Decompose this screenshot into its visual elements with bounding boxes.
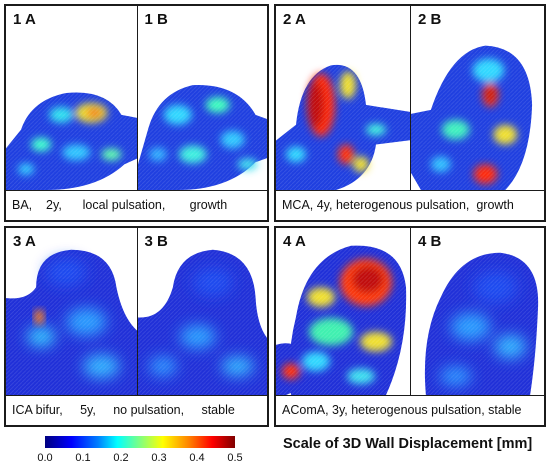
panel-1: 1 A 1 B — [4, 4, 269, 222]
colorbar-tick: 0.5 — [227, 452, 243, 464]
panel-4: 4 A 4 B — [274, 226, 546, 427]
aneurysm-render — [6, 6, 137, 190]
panel-caption: MCA, 4y, heterogenous pulsation, growth — [276, 190, 544, 220]
panel-label: 3 A — [13, 233, 36, 250]
image-3b: 3 B — [136, 228, 267, 395]
panel-label: 3 B — [144, 233, 168, 250]
colorbar-tick: 0.0 — [37, 452, 53, 464]
aneurysm-render — [137, 228, 267, 395]
panel-3: 3 A 3 B ICA bifur, 5y, — [4, 226, 269, 427]
colorbar-tick: 0.1 — [75, 452, 91, 464]
panel-caption: ICA bifur, 5y, no pulsation, stable — [6, 395, 267, 425]
aneurysm-render — [276, 6, 410, 190]
colorbar-tick: 0.3 — [151, 452, 167, 464]
panel-label: 1 A — [13, 11, 36, 28]
panel-2: 2 A 2 B — [274, 4, 546, 222]
panel-caption: BA, 2y, local pulsation, growth — [6, 190, 267, 220]
colorbar-tick: 0.2 — [113, 452, 129, 464]
aneurysm-render — [137, 6, 267, 190]
panel-label: 1 B — [144, 11, 168, 28]
panel-label: 2 A — [283, 11, 306, 28]
image-4b: 4 B — [410, 228, 544, 395]
image-1b: 1 B — [136, 6, 267, 190]
aneurysm-render — [6, 228, 137, 395]
image-1a: 1 A — [6, 6, 137, 190]
aneurysm-render — [276, 228, 410, 395]
image-4a: 4 A — [276, 228, 410, 395]
panel-caption: AComA, 3y, heterogenous pulsation, stabl… — [276, 395, 544, 425]
panel-label: 2 B — [418, 11, 442, 28]
aneurysm-render — [411, 228, 544, 395]
image-2b: 2 B — [410, 6, 544, 190]
aneurysm-render — [411, 6, 544, 190]
panel-label: 4 B — [418, 233, 442, 250]
colorbar-title: Scale of 3D Wall Displacement [mm] — [283, 436, 533, 452]
panel-label: 4 A — [283, 233, 306, 250]
image-3a: 3 A — [6, 228, 137, 395]
image-2a: 2 A — [276, 6, 410, 190]
colorbar-tick: 0.4 — [189, 452, 205, 464]
colorbar — [45, 436, 235, 448]
